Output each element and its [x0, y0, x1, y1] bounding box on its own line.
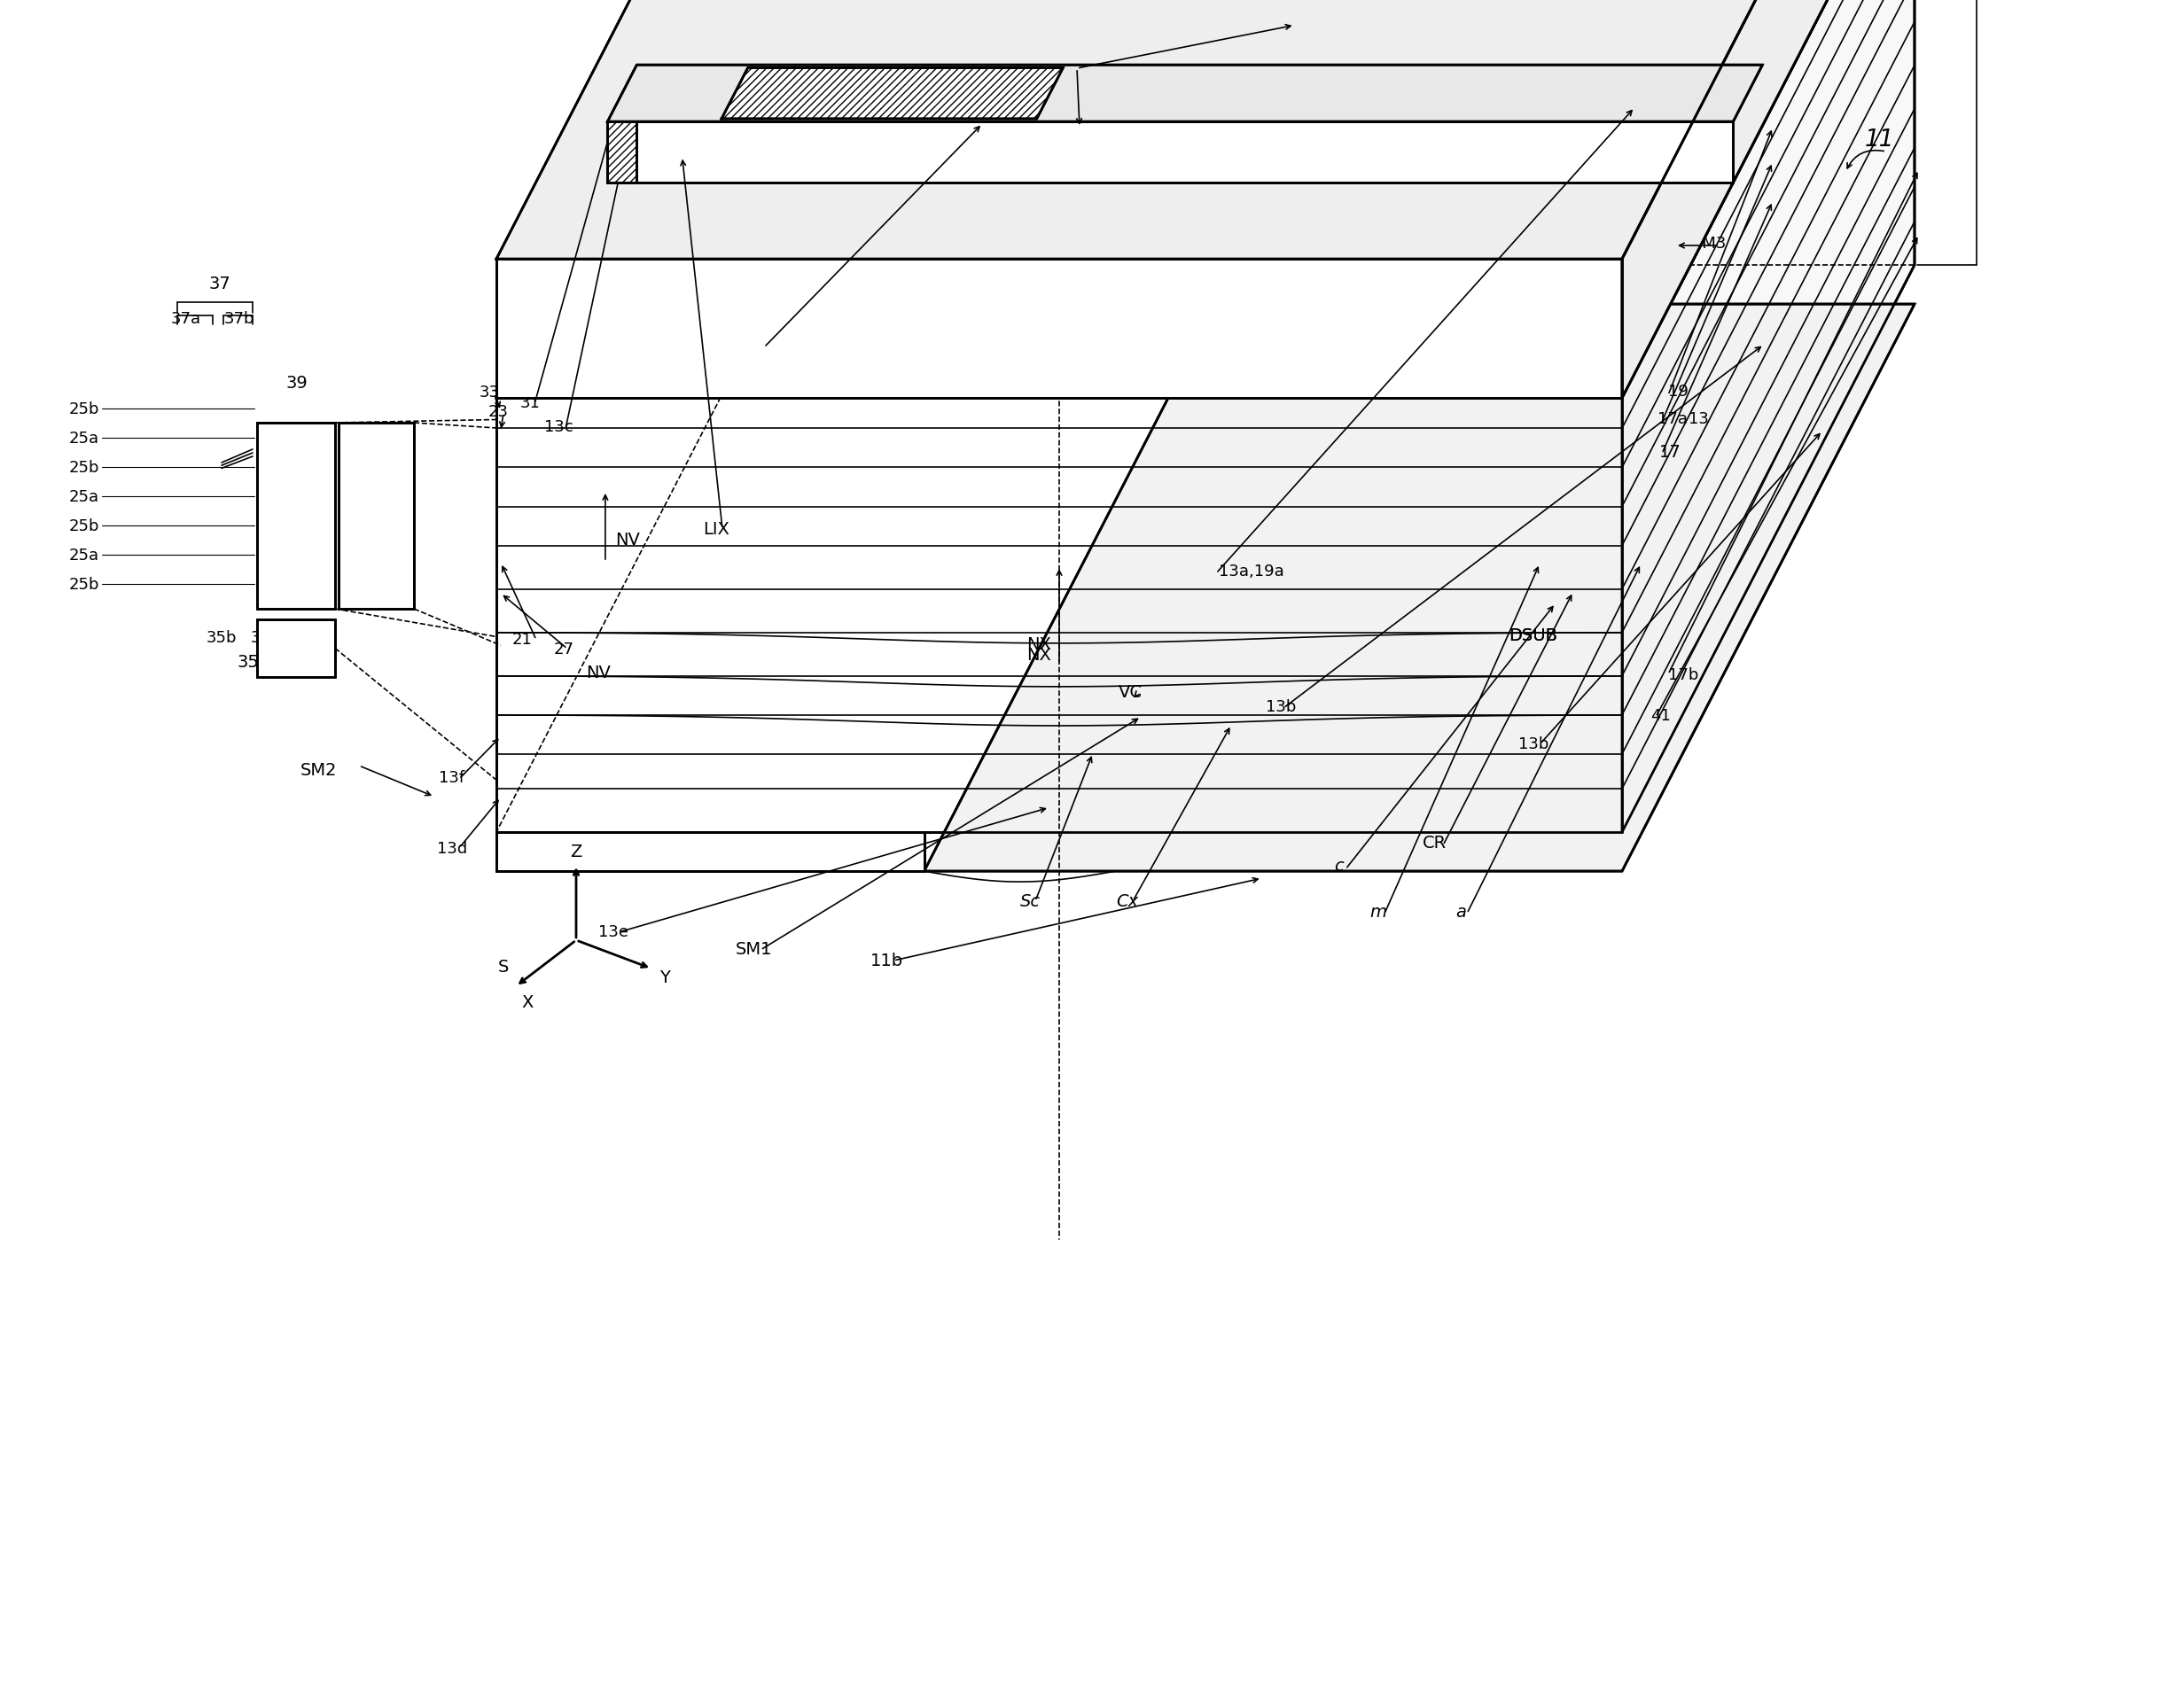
Text: 37: 37	[210, 274, 232, 291]
Polygon shape	[496, 399, 1623, 833]
Text: DSUB: DSUB	[1509, 627, 1557, 644]
Text: NX: NX	[1026, 636, 1051, 653]
Text: 13a,19a: 13a,19a	[1219, 564, 1284, 579]
Text: a: a	[1455, 903, 1465, 920]
Text: 11: 11	[1865, 128, 1894, 152]
Text: 13b: 13b	[1265, 699, 1295, 714]
Text: 31a: 31a	[743, 334, 775, 351]
Text: 17b: 17b	[1669, 666, 1699, 683]
Text: m: m	[1369, 903, 1387, 920]
Text: m-n: m-n	[1627, 124, 1662, 141]
Text: 19: 19	[1669, 383, 1688, 399]
Text: 39: 39	[286, 375, 308, 390]
Text: 25: 25	[363, 508, 389, 525]
Text: Cx: Cx	[1116, 893, 1138, 910]
Text: 11b: 11b	[869, 953, 902, 970]
Text: 13e: 13e	[598, 924, 629, 939]
Text: 23: 23	[487, 404, 509, 419]
Text: 35a: 35a	[251, 630, 282, 646]
Text: 15: 15	[1496, 230, 1518, 247]
Text: 25a: 25a	[70, 489, 98, 504]
Polygon shape	[924, 305, 1915, 871]
Text: DSUB: DSUB	[1509, 627, 1557, 644]
Text: 25b: 25b	[68, 400, 98, 417]
Text: 37a: 37a	[170, 310, 201, 327]
Text: 17: 17	[1660, 443, 1682, 460]
Text: 13c: 13c	[544, 419, 572, 435]
Text: SM4: SM4	[1059, 46, 1096, 63]
Text: Sc: Sc	[1020, 893, 1040, 910]
Text: 25b: 25b	[68, 518, 98, 533]
Polygon shape	[496, 0, 1915, 399]
Text: NV: NV	[585, 665, 612, 682]
Polygon shape	[1623, 0, 1915, 833]
Polygon shape	[607, 123, 1734, 182]
Text: NX: NX	[1026, 648, 1051, 665]
Text: 25a: 25a	[70, 547, 98, 564]
Text: NV: NV	[616, 532, 640, 549]
Text: SM1: SM1	[736, 941, 771, 958]
Text: 13b: 13b	[1518, 736, 1548, 751]
Text: 29: 29	[1494, 174, 1516, 189]
Polygon shape	[258, 620, 334, 678]
Text: 21: 21	[511, 632, 533, 648]
Text: CR: CR	[1422, 835, 1446, 852]
Text: 27: 27	[553, 641, 574, 658]
Text: 13d: 13d	[437, 840, 467, 857]
Text: c: c	[1334, 857, 1343, 874]
Text: 25b: 25b	[68, 460, 98, 475]
Text: 33: 33	[478, 385, 500, 400]
Polygon shape	[496, 0, 1937, 259]
Polygon shape	[339, 423, 415, 610]
Text: LIX: LIX	[703, 521, 729, 538]
Text: 41: 41	[1651, 707, 1671, 724]
Text: Z: Z	[570, 843, 583, 861]
Text: X: X	[522, 993, 533, 1010]
Text: Y: Y	[660, 970, 670, 987]
Polygon shape	[607, 66, 1762, 123]
Text: 25b: 25b	[68, 576, 98, 593]
Text: 13: 13	[1688, 411, 1708, 428]
Text: 11a: 11a	[764, 130, 797, 145]
Text: 31: 31	[520, 395, 539, 411]
Text: 37b: 37b	[225, 310, 256, 327]
Polygon shape	[496, 259, 1623, 399]
Text: 35: 35	[238, 654, 260, 671]
Text: SM3: SM3	[1693, 235, 1728, 252]
Text: SM2: SM2	[299, 762, 336, 779]
Polygon shape	[258, 423, 334, 610]
Text: S: S	[498, 959, 509, 976]
Polygon shape	[1623, 0, 1937, 399]
Text: 35b: 35b	[205, 630, 236, 646]
Text: 13f: 13f	[439, 770, 465, 786]
Text: 25a: 25a	[70, 431, 98, 446]
Polygon shape	[721, 68, 1064, 119]
Text: VC: VC	[1118, 685, 1142, 700]
Polygon shape	[607, 123, 638, 182]
Text: 17a: 17a	[1658, 411, 1688, 428]
Polygon shape	[496, 833, 924, 871]
